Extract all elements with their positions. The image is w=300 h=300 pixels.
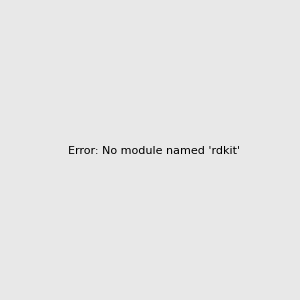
Text: Error: No module named 'rdkit': Error: No module named 'rdkit' [68, 146, 240, 157]
